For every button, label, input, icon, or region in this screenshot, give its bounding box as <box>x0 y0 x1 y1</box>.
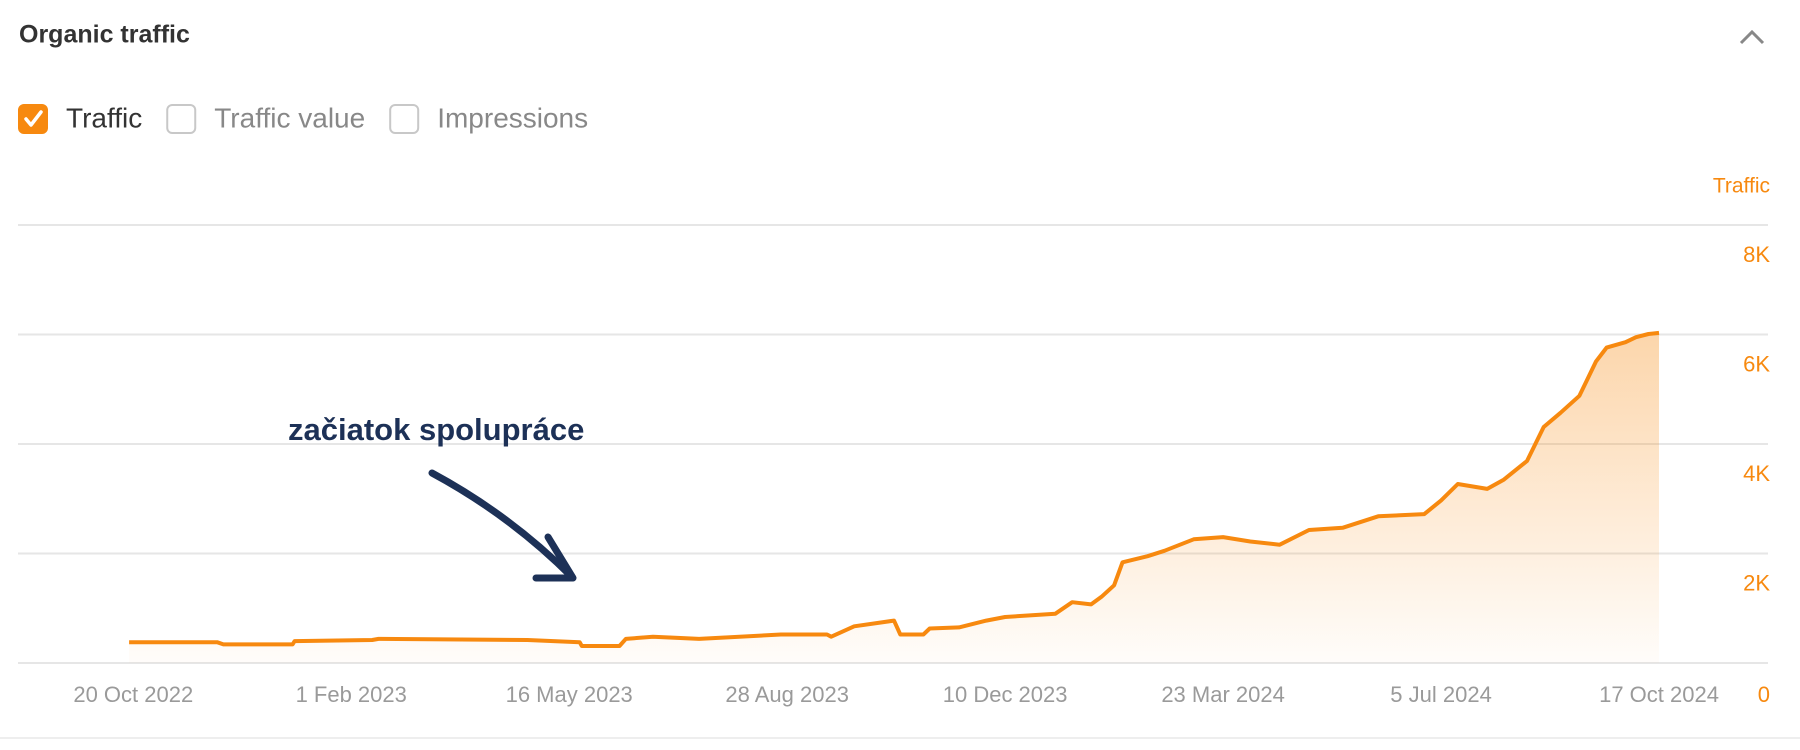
checkbox-label[interactable]: Traffic <box>66 102 142 133</box>
checkmark <box>24 110 43 127</box>
area <box>129 332 1660 663</box>
annotation-arrow <box>428 469 576 581</box>
metric-toggles: Traffic Traffic value Impressions <box>18 102 588 134</box>
x-tick-label: 10 Dec 2023 <box>943 682 1068 707</box>
x-tick-label: 23 Mar 2024 <box>1161 682 1285 707</box>
x-tick-label: 28 Aug 2023 <box>725 682 849 707</box>
x-tick-label: 20 Oct 2022 <box>73 682 193 707</box>
line <box>129 330 1660 648</box>
checkbox[interactable] <box>166 104 197 134</box>
y-axis-label: Traffic <box>1713 175 1770 198</box>
y-tick-label: 2K <box>1743 570 1770 595</box>
x-tick-label: 16 May 2023 <box>506 682 633 707</box>
collapse-toggle[interactable] <box>1739 29 1765 45</box>
checkbox[interactable] <box>18 104 48 134</box>
y-tick-label: 8K <box>1743 242 1770 267</box>
y-tick-label: 4K <box>1743 461 1770 486</box>
checkbox-label[interactable]: Traffic value <box>214 102 365 133</box>
annotation: začiatok spolupráce <box>288 412 584 447</box>
annotation-arrowhead <box>532 533 577 582</box>
plot <box>129 330 1660 663</box>
checkbox[interactable] <box>389 104 420 134</box>
y-tick-label: 0 <box>1758 682 1770 707</box>
y-tick-label: 6K <box>1743 351 1770 376</box>
checkbox-label[interactable]: Impressions <box>437 102 588 133</box>
section-title: Organic traffic <box>19 21 190 49</box>
x-tick-label: 1 Feb 2023 <box>296 682 407 707</box>
x-tick-label: 17 Oct 2024 <box>1599 682 1719 707</box>
x-tick-label: 5 Jul 2024 <box>1390 682 1492 707</box>
